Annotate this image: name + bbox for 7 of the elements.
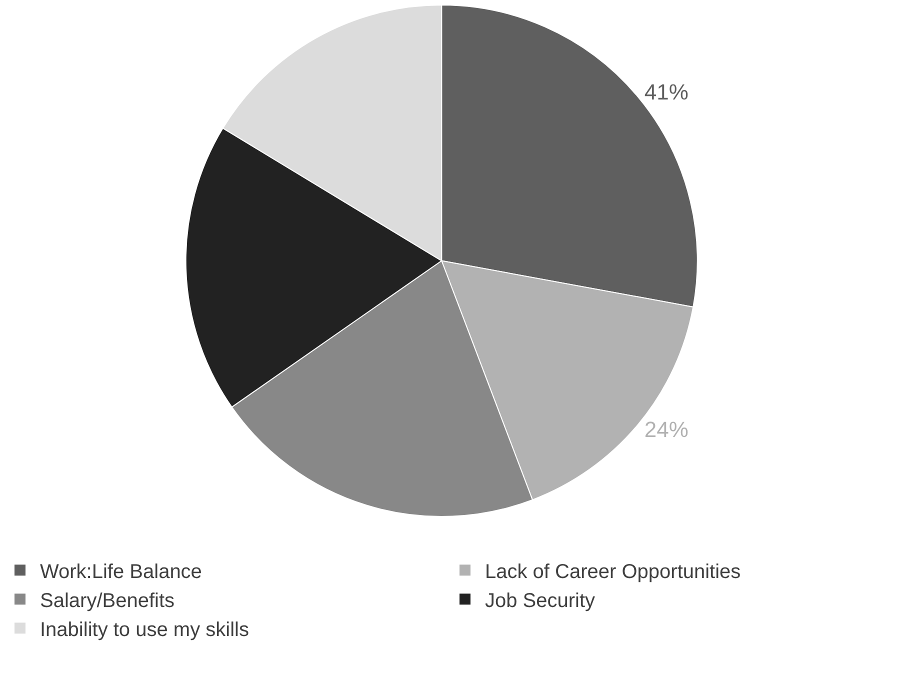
legend-label: Inability to use my skills [40, 618, 249, 641]
legend-label: Lack of Career Opportunities [485, 560, 741, 583]
data-label: 41% [644, 79, 688, 104]
legend-label: Salary/Benefits [40, 590, 175, 612]
legend-label: Job Security [485, 590, 596, 612]
legend-label: Work:Life Balance [40, 560, 202, 583]
data-label: 24% [644, 417, 688, 442]
